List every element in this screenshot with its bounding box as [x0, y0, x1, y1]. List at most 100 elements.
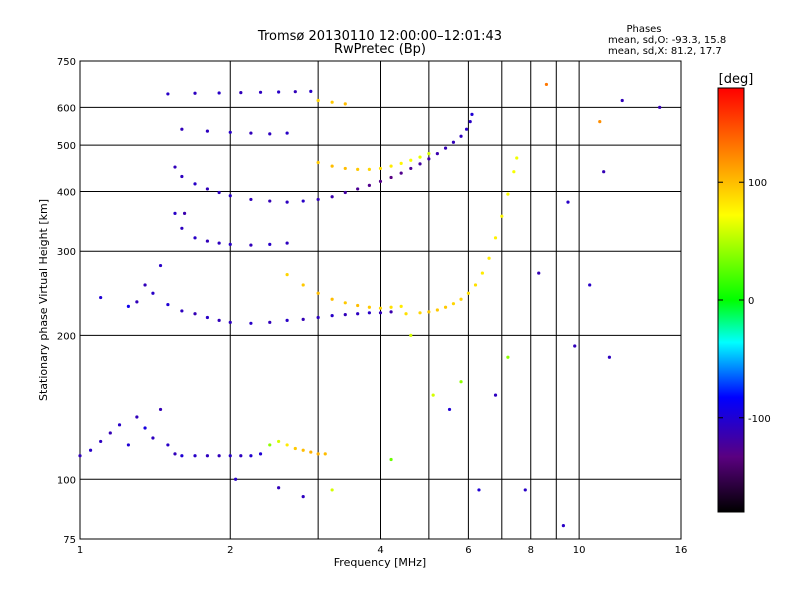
echo-point	[78, 454, 82, 458]
echo-point	[367, 167, 371, 171]
echo-point	[205, 187, 210, 191]
echo-point	[477, 488, 481, 492]
echo-point	[512, 170, 516, 174]
y-tick-label: 100	[57, 475, 76, 486]
echo-point	[99, 439, 103, 444]
echo-point	[367, 183, 371, 187]
echo-point	[459, 134, 463, 138]
echo-point	[316, 315, 320, 320]
echo-point	[443, 146, 448, 150]
echo-point	[343, 102, 347, 106]
echo-point	[217, 241, 221, 245]
echo-point	[239, 91, 243, 95]
chart-title: Tromsø 20130110 12:00:00–12:01:43	[257, 29, 502, 44]
echo-point	[285, 273, 289, 277]
echo-point	[487, 256, 491, 260]
echo-point	[158, 263, 163, 268]
colorbar-unit-label: [deg]	[719, 72, 754, 87]
echo-point	[180, 309, 184, 313]
echo-point	[205, 129, 210, 133]
colorbar-tick-label: 100	[748, 178, 767, 189]
echo-point	[356, 303, 360, 308]
echo-point	[293, 446, 297, 451]
echo-point	[217, 91, 221, 95]
echo-point	[301, 283, 305, 287]
echo-point	[389, 164, 393, 168]
echo-point	[228, 130, 232, 134]
colorbar-ticks: 100 0 -100	[718, 178, 771, 425]
echo-point	[356, 187, 360, 191]
echo-point	[193, 91, 197, 95]
echo-point	[343, 313, 347, 317]
echo-point	[427, 310, 431, 314]
echo-point	[193, 312, 197, 316]
echo-point	[143, 283, 147, 287]
echo-point	[409, 166, 413, 171]
y-axis-label: Stationary phase Virtual Height [km]	[37, 199, 50, 401]
echo-point	[268, 242, 272, 247]
echo-point	[343, 301, 347, 305]
echo-point	[588, 283, 592, 287]
echo-point	[316, 98, 320, 103]
x-axis-label: Frequency [MHz]	[334, 556, 426, 569]
echo-point	[316, 160, 320, 165]
echo-point	[607, 355, 612, 359]
echo-point	[301, 448, 305, 452]
echo-point	[205, 315, 210, 320]
echo-point	[217, 190, 221, 195]
echo-point	[166, 302, 170, 307]
echo-point	[435, 152, 439, 156]
x-tick-label: 16	[675, 545, 688, 556]
phases-line-x: mean, sd,X: 81.2, 17.7	[608, 46, 722, 57]
echo-point	[301, 317, 305, 322]
echo-point	[309, 450, 313, 454]
echo-point	[427, 152, 431, 156]
echo-point	[399, 304, 403, 308]
echo-point	[389, 305, 393, 309]
echo-point	[389, 457, 393, 462]
echo-point	[158, 407, 163, 412]
echo-point	[135, 300, 139, 304]
echo-point	[561, 524, 565, 528]
echo-point	[249, 243, 253, 247]
echo-point	[193, 236, 197, 240]
echo-point	[418, 311, 422, 315]
echo-point	[268, 132, 272, 136]
echo-point	[180, 454, 184, 458]
echo-point	[88, 448, 93, 452]
echo-point	[447, 407, 452, 412]
echo-point	[431, 393, 435, 397]
echo-point	[573, 344, 577, 348]
chart-subtitle: RwPretec (Bp)	[334, 42, 426, 57]
echo-point	[301, 494, 305, 499]
echo-point	[459, 380, 463, 384]
colorbar-tick-label: 0	[748, 296, 754, 307]
x-axis-ticks: 1 2 4 6 8 10 16	[77, 545, 688, 556]
echo-point	[285, 443, 289, 447]
echo-point	[473, 283, 478, 287]
echo-point	[427, 157, 431, 161]
colorbar-tick-label: -100	[748, 414, 771, 425]
echo-point	[228, 454, 232, 458]
echo-point	[330, 100, 334, 104]
echo-point	[228, 194, 232, 198]
y-tick-label: 500	[57, 141, 76, 152]
echo-point	[277, 486, 281, 490]
echo-point	[205, 454, 210, 458]
echo-point	[180, 174, 184, 179]
echo-point	[277, 90, 281, 94]
echo-point	[464, 127, 469, 131]
echo-point	[356, 312, 360, 316]
echo-point	[228, 242, 232, 247]
echo-point	[268, 443, 272, 447]
echo-point	[330, 314, 334, 318]
y-axis-ticks: 75 100 200 300 400 500 600 750	[57, 57, 76, 546]
echo-point	[404, 312, 408, 316]
echo-point	[193, 182, 197, 186]
echo-point	[117, 423, 122, 427]
echo-point	[409, 158, 413, 162]
echo-point	[418, 162, 422, 166]
echo-point	[285, 318, 289, 322]
echo-point	[378, 306, 383, 310]
